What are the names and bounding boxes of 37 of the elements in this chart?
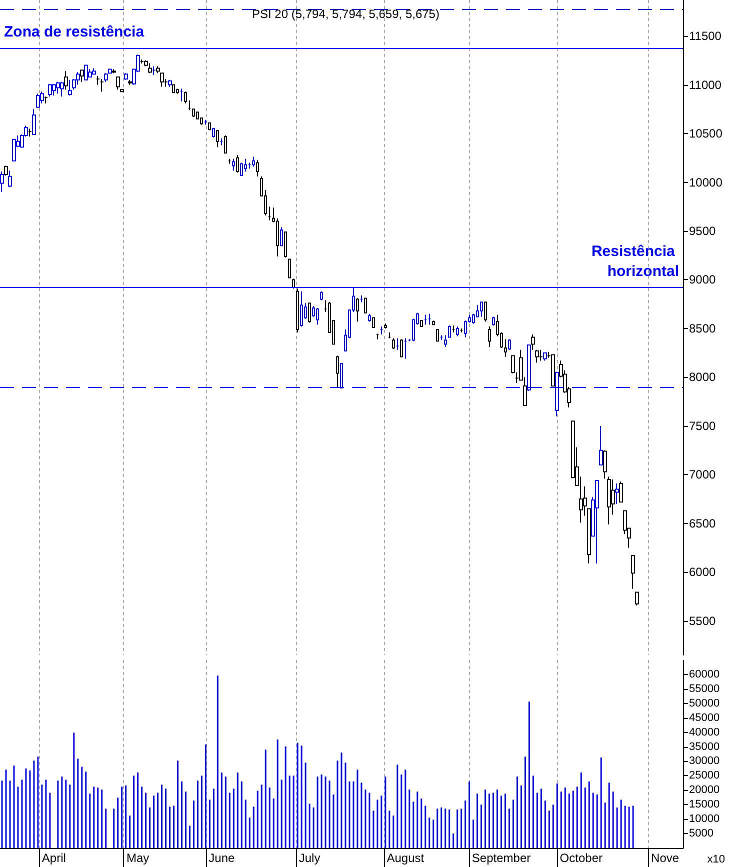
y-tick-label: 7500 xyxy=(689,418,716,433)
y-tick-label: 60000 xyxy=(689,668,720,680)
text: x10 xyxy=(707,854,726,866)
y-tick-label: 10500 xyxy=(689,126,723,141)
y-tick-label: 30000 xyxy=(689,755,720,768)
x-tick-label: Nove xyxy=(651,851,680,865)
y-tick-label: 6000 xyxy=(689,565,716,580)
y-tick-label: 25000 xyxy=(689,770,720,782)
ref-line-label: Zona de resistência xyxy=(4,23,145,40)
x-tick-label: April xyxy=(42,851,66,865)
y-tick-label: 7000 xyxy=(689,468,716,482)
y-tick-label: 11500 xyxy=(689,29,722,44)
x-tick-label: July xyxy=(298,851,320,865)
y-tick-label: 20000 xyxy=(689,784,720,796)
y-tick-label: 5500 xyxy=(689,614,716,628)
y-tick-label: 10000 xyxy=(689,175,723,190)
y-tick-label: 15000 xyxy=(689,798,720,811)
x-tick-label: October xyxy=(560,851,602,865)
y-tick-label: 11000 xyxy=(689,78,722,92)
x-tick-label: May xyxy=(126,851,150,865)
y-tick-label: 5000 xyxy=(689,828,714,840)
y-tick-label: 45000 xyxy=(689,712,720,724)
x-tick-label: September xyxy=(472,851,531,865)
y-tick-label: 50000 xyxy=(689,697,720,710)
y-tick-label: 55000 xyxy=(689,682,720,695)
text: PSI 20 (5,794, 5,794, 5,659, 5,675) xyxy=(252,7,440,21)
x-tick-label: June xyxy=(208,851,236,865)
y-tick-label: 10000 xyxy=(689,813,720,826)
y-tick-label: 6500 xyxy=(689,516,716,530)
y-tick-label: 8500 xyxy=(689,321,716,336)
y-tick-label: 9500 xyxy=(689,224,716,238)
y-tick-label: 8000 xyxy=(689,370,716,384)
y-tick-label: 40000 xyxy=(689,726,720,738)
y-tick-label: 35000 xyxy=(689,740,720,753)
x-tick-label: August xyxy=(386,851,425,865)
y-tick-label: 9000 xyxy=(689,272,716,287)
ref-line-label: Resistência horizontal xyxy=(591,243,679,280)
